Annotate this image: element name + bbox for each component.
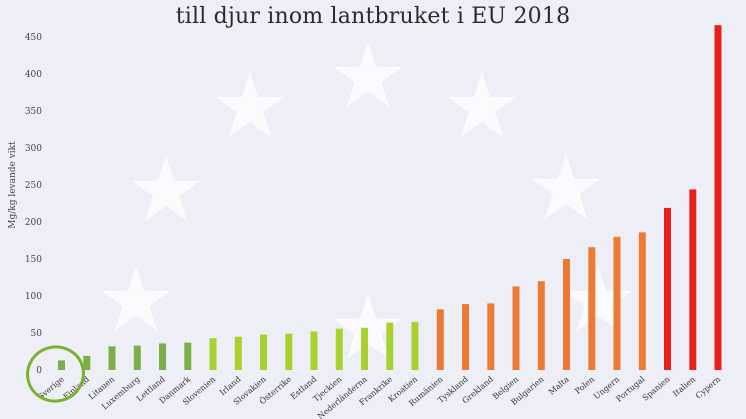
bar [563, 259, 570, 370]
y-tick-label: 400 [25, 70, 42, 80]
bar [436, 309, 444, 370]
bar [234, 336, 242, 370]
bar [386, 322, 394, 370]
bar [133, 345, 141, 370]
star-decoration [215, 72, 285, 138]
star-decoration [333, 42, 403, 108]
bar [83, 355, 91, 370]
x-tick-label: Malta [547, 374, 571, 396]
y-tick-label: 450 [25, 33, 42, 43]
bars [58, 25, 722, 370]
eu-star-background [101, 42, 633, 360]
y-tick-label: 300 [25, 144, 42, 154]
y-tick-label: 0 [36, 366, 42, 376]
chart-title: till djur inom lantbruket i EU 2018 [175, 4, 571, 29]
bar [638, 232, 646, 370]
star-decoration [447, 72, 517, 138]
bar [689, 189, 697, 370]
bar [335, 328, 343, 370]
bar [411, 321, 419, 370]
y-axis: 0 50 100 150 200 250 300 350 400 450 Mg/kg levande… [8, 33, 42, 376]
bar [209, 338, 217, 370]
bar [588, 247, 596, 370]
bar [487, 303, 495, 370]
y-tick-label: 350 [25, 107, 42, 117]
x-tick-label: Cypern [694, 375, 722, 401]
bar [512, 286, 520, 370]
star-decoration [333, 294, 403, 360]
y-axis-label: Mg/kg levande vikt [8, 141, 18, 229]
y-tick-label: 150 [25, 255, 42, 265]
highlight-ellipse [26, 345, 85, 403]
bar [159, 343, 166, 370]
highlight-circle [26, 345, 85, 403]
bar [664, 207, 671, 370]
y-tick-label: 250 [25, 181, 42, 191]
bar [285, 333, 293, 370]
bar [58, 360, 65, 370]
star-decoration [531, 154, 601, 220]
x-tick-label: Spanien [641, 375, 672, 403]
bar [462, 304, 469, 370]
bar [714, 25, 722, 370]
bar [361, 327, 368, 370]
y-tick-label: 100 [25, 292, 42, 302]
star-decoration [563, 266, 633, 332]
x-axis-labels: SverigeFinlandLitauenLuxemburgLettlandDa… [36, 374, 722, 419]
y-tick-label: 50 [31, 329, 43, 339]
x-tick-label: Portugal [614, 374, 647, 403]
bar [613, 236, 621, 370]
bar [260, 334, 267, 370]
y-tick-label: 200 [25, 218, 42, 228]
bar [108, 346, 116, 370]
star-decoration [101, 266, 171, 332]
x-tick-label: Italien [671, 375, 697, 399]
bar [537, 281, 545, 370]
bar [184, 342, 192, 370]
bar [310, 331, 318, 370]
star-decoration [131, 156, 201, 222]
